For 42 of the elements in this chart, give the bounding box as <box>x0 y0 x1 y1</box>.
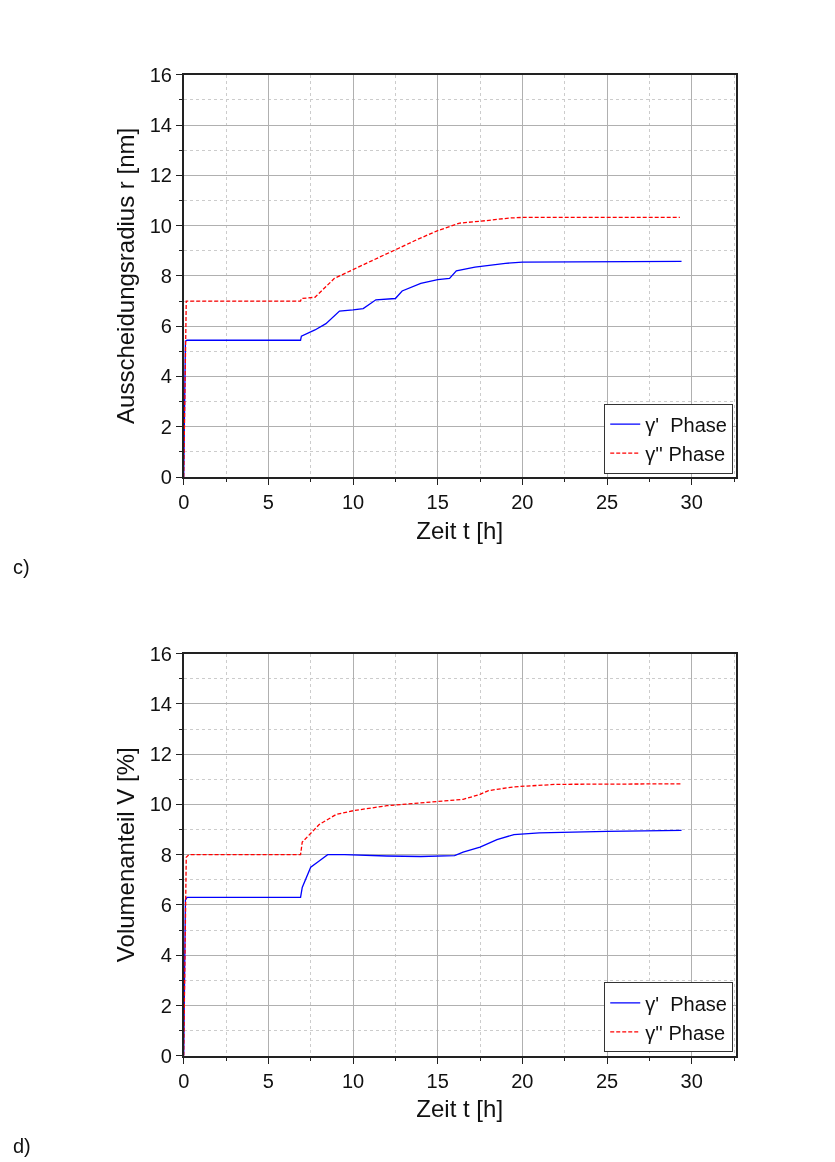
legend-label: γ' Phase <box>645 992 727 1015</box>
text: d) <box>13 1135 31 1157</box>
y-tick-label: 2 <box>160 994 172 1017</box>
y-tick-label: 6 <box>160 894 172 916</box>
y-tick-label: 14 <box>149 114 172 137</box>
x-tick-label: 30 <box>680 490 703 513</box>
x-tick-label: 0 <box>178 1069 190 1092</box>
y-tick-label: 8 <box>160 843 172 866</box>
y-tick-label: 2 <box>160 415 172 438</box>
y-tick-label: 14 <box>149 692 172 715</box>
x-tick-label: 25 <box>595 1069 619 1092</box>
y-tick-label: 6 <box>160 315 172 338</box>
y-tick-label: 4 <box>160 365 172 388</box>
legend-label: γ' Phase <box>645 413 727 436</box>
x-tick-label: 15 <box>426 1069 449 1092</box>
legend-label: γ'' Phase <box>645 1021 726 1044</box>
x-tick-label: 25 <box>595 490 619 513</box>
y-tick-label: 0 <box>160 1044 172 1067</box>
x-tick-label: 30 <box>680 1069 703 1092</box>
y-tick-label: 4 <box>160 944 172 967</box>
legend-label: γ'' Phase <box>645 442 726 465</box>
x-tick-label: 5 <box>262 490 274 513</box>
x-tick-label: 5 <box>262 1069 274 1092</box>
text: c) <box>13 556 30 578</box>
y-axis-title: Ausscheidungsradius r [nm] <box>112 127 140 424</box>
y-tick-label: 12 <box>149 743 172 766</box>
y-tick-label: 10 <box>149 793 172 816</box>
x-tick-label: 0 <box>178 490 190 513</box>
y-axis-title: Volumenanteil V [%] <box>112 747 140 963</box>
y-tick-label: 0 <box>160 466 172 489</box>
y-tick-label: 16 <box>149 642 172 665</box>
x-tick-label: 10 <box>341 1069 365 1092</box>
x-axis-title: Zeit t [h] <box>416 1095 504 1123</box>
y-tick-label: 16 <box>149 63 172 86</box>
x-axis-title: Zeit t [h] <box>416 516 504 544</box>
x-tick-label: 20 <box>511 490 534 513</box>
x-tick-label: 15 <box>426 490 449 513</box>
y-tick-label: 10 <box>149 214 172 237</box>
y-tick-label: 8 <box>160 264 172 287</box>
x-tick-label: 20 <box>511 1069 534 1092</box>
x-tick-label: 10 <box>341 490 365 513</box>
y-tick-label: 12 <box>149 164 172 187</box>
